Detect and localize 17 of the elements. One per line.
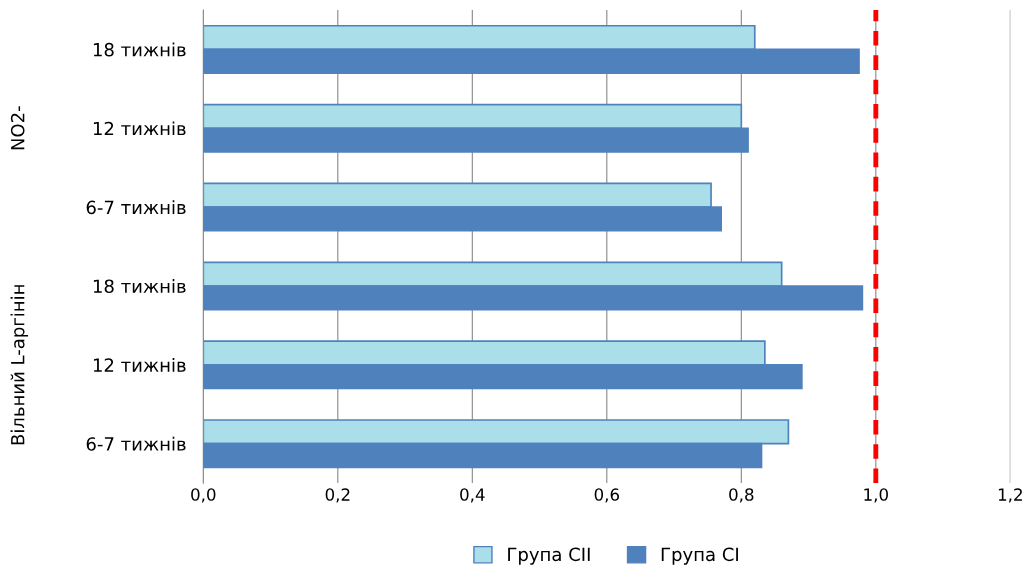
y-tick-label: 12 тижнів [93,357,186,372]
x-tick-label: 1,2 [998,488,1022,503]
x-tick-label: 0,4 [460,488,485,503]
x-tick-label: 0,2 [325,488,350,503]
text: Вільний L-аргінін [10,285,29,445]
x-tick-label: 1,0 [864,488,888,503]
y-tick-label: 18 тижнів [93,279,186,294]
x-tick-label: 0,6 [594,488,620,503]
y-tick-label: 6-7 тижнів [86,436,186,451]
legend-label: Група СI [661,547,738,565]
y-tick-label: 18 тижнів [93,42,186,57]
y-tick-label: 6-7 тижнів [86,200,186,215]
text: NO2- [10,106,25,150]
y-tick-label: 12 тижнів [93,121,186,136]
legend-label: Група СII [508,547,590,565]
x-tick-label: 0,0 [191,488,216,503]
x-tick-label: 0,8 [729,488,754,503]
